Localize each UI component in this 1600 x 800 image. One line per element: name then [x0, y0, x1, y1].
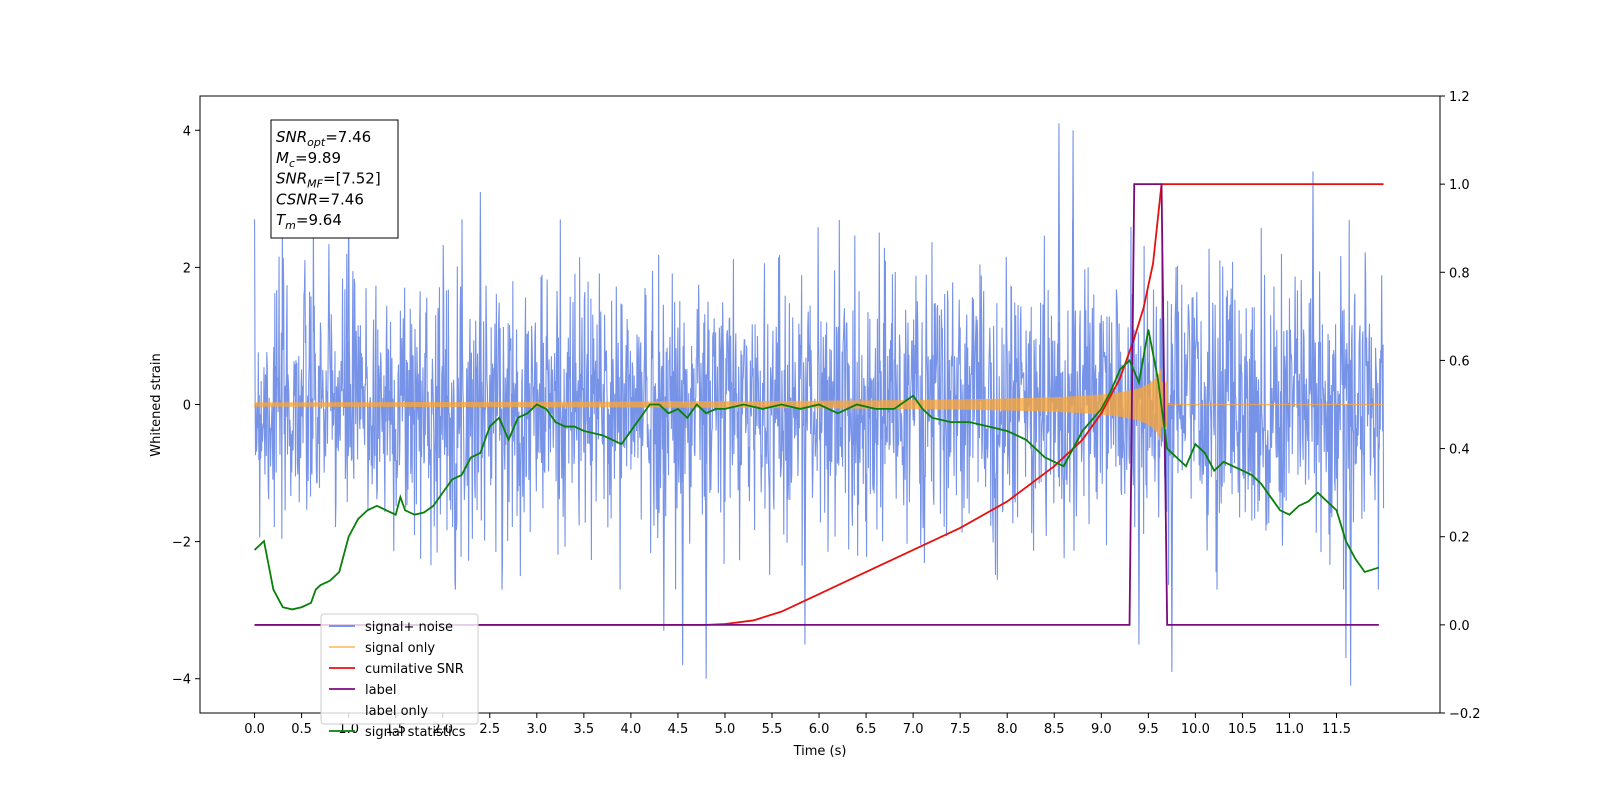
annotation-line: SNRMF=[7.52]	[276, 170, 381, 191]
y-tick-label: 0	[183, 399, 191, 414]
annotation-line: CSNR=7.46	[276, 190, 364, 208]
y-tick-label: 4	[183, 124, 191, 139]
x-tick-label: 1.0	[338, 722, 359, 737]
legend-entry: label	[365, 683, 396, 698]
x-tick-label: 0.0	[244, 722, 265, 737]
annotation-line: Mc=9.89	[276, 149, 341, 170]
x-tick-label: 5.0	[715, 722, 736, 737]
x-tick-label: 6.0	[809, 722, 830, 737]
y2-tick-label: −0.2	[1449, 707, 1481, 722]
y-tick-label: −4	[172, 673, 191, 688]
x-tick-label: 0.5	[291, 722, 312, 737]
x-tick-label: 2.0	[432, 722, 453, 737]
y2-tick-label: 0.2	[1449, 531, 1470, 546]
legend-entry: signal only	[365, 641, 435, 656]
x-tick-label: 11.0	[1275, 722, 1304, 737]
legend-frame	[320, 613, 479, 725]
annotation-line: SNRopt=7.46	[276, 128, 371, 149]
legend: signal+ noise signal only cumilative SNR la…	[320, 613, 479, 740]
x-tick-label: 7.0	[903, 722, 924, 737]
x-tick-label: 8.0	[997, 722, 1018, 737]
legend-entry: signal+ noise	[365, 620, 453, 635]
series-label	[254, 183, 1379, 626]
x-tick-label: 4.5	[668, 722, 689, 737]
y-axis-right: 1.2 1.0 0.8 0.6 0.4 0.2 0.0 −0.2	[1440, 90, 1481, 722]
y2-tick-label: 0.6	[1449, 354, 1470, 369]
y-tick-label: 2	[183, 261, 191, 276]
legend-entry: signal statistics	[365, 725, 466, 740]
legend-entry: cumilative SNR	[365, 662, 464, 677]
y2-tick-label: 0.4	[1449, 443, 1470, 458]
x-tick-label: 3.0	[526, 722, 547, 737]
y2-tick-label: 1.0	[1449, 178, 1470, 193]
x-tick-label: 2.5	[479, 722, 500, 737]
y2-tick-label: 1.2	[1449, 90, 1470, 105]
x-axis-label: Time (s)	[793, 744, 847, 759]
x-tick-label: 3.5	[574, 722, 595, 737]
y2-tick-label: 0.8	[1449, 266, 1470, 281]
x-tick-label: 1.5	[385, 722, 406, 737]
x-tick-label: 5.5	[762, 722, 783, 737]
y-axis-left: 4 2 0 −2 −4	[172, 124, 200, 688]
annotation-frame	[270, 119, 399, 239]
series-cumulative-snr	[254, 183, 1384, 626]
series-signal-only	[253, 368, 1384, 439]
series-signal-statistics	[253, 329, 1380, 611]
x-tick-label: 8.5	[1044, 722, 1065, 737]
series-layer	[253, 123, 1385, 686]
y2-tick-label: 0.0	[1449, 619, 1470, 634]
x-tick-label: 9.0	[1091, 722, 1112, 737]
x-axis: 0.0 0.5 1.0 1.5 2.0 2.5 3.0 3.5 4.0 4.5 5.0 5.5 6.0 6…	[244, 713, 1351, 737]
y-axis-label: Whitened strain	[149, 353, 164, 456]
y-tick-label: −2	[172, 536, 191, 551]
x-tick-label: 6.5	[856, 722, 877, 737]
x-tick-label: 4.0	[621, 722, 642, 737]
x-tick-label: 9.5	[1138, 722, 1159, 737]
x-tick-label: 7.5	[950, 722, 971, 737]
x-tick-label: 11.5	[1322, 722, 1351, 737]
annotation-line: Tm=9.64	[276, 211, 342, 232]
x-tick-label: 10.0	[1181, 722, 1210, 737]
legend-entry: label only	[365, 704, 428, 719]
x-tick-label: 10.5	[1228, 722, 1257, 737]
